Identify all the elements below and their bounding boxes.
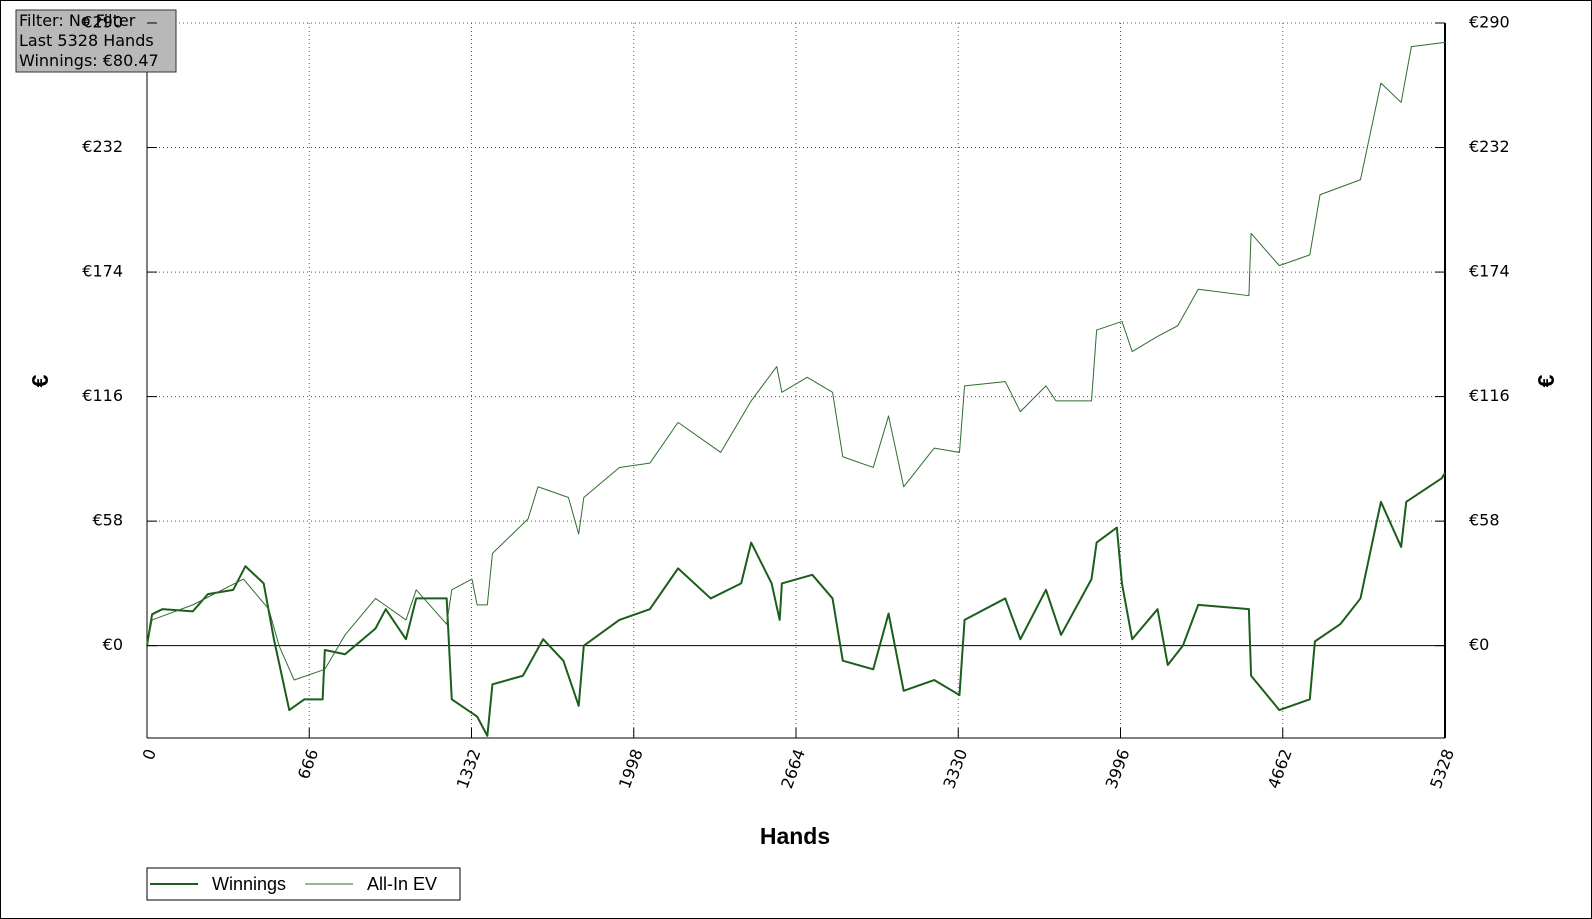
y2-tick-label: €232 (1469, 137, 1510, 156)
info-background (15, 9, 177, 73)
y-tick-label: €58 (92, 511, 123, 530)
y2-tick-label: €58 (1469, 511, 1500, 530)
y-tick-label: €174 (82, 262, 123, 281)
grid (146, 22, 1446, 738)
x-axis-label: Hands (760, 823, 830, 849)
legend-label: Winnings (212, 874, 286, 894)
y2-axis-label: € (1533, 374, 1559, 387)
series-line (146, 41, 1446, 681)
y2-tick-label: €116 (1469, 386, 1510, 405)
y2-tick-label: €0 (1469, 635, 1489, 654)
info-line: Last 5328 Hands (19, 31, 154, 50)
y-tick-label: €232 (82, 137, 123, 156)
y2-tick-label: €290 (1469, 13, 1510, 32)
y-tick-label: €0 (103, 635, 123, 654)
y-axis-label: € (27, 374, 53, 387)
legend-box (146, 867, 461, 901)
y2-tick-label: €174 (1469, 262, 1510, 281)
y-tick-label: €116 (82, 386, 123, 405)
legend: Winnings All-In EV (146, 867, 461, 901)
info-box: Filter: No Filter Last 5328 Hands Winnin… (15, 9, 177, 73)
info-line: Filter: No Filter (19, 11, 136, 30)
series (146, 41, 1446, 737)
info-line: Winnings: €80.47 (19, 51, 159, 70)
y-tick-label: €290 (82, 13, 123, 32)
series-line (146, 472, 1446, 737)
legend-label: All-In EV (367, 874, 437, 894)
